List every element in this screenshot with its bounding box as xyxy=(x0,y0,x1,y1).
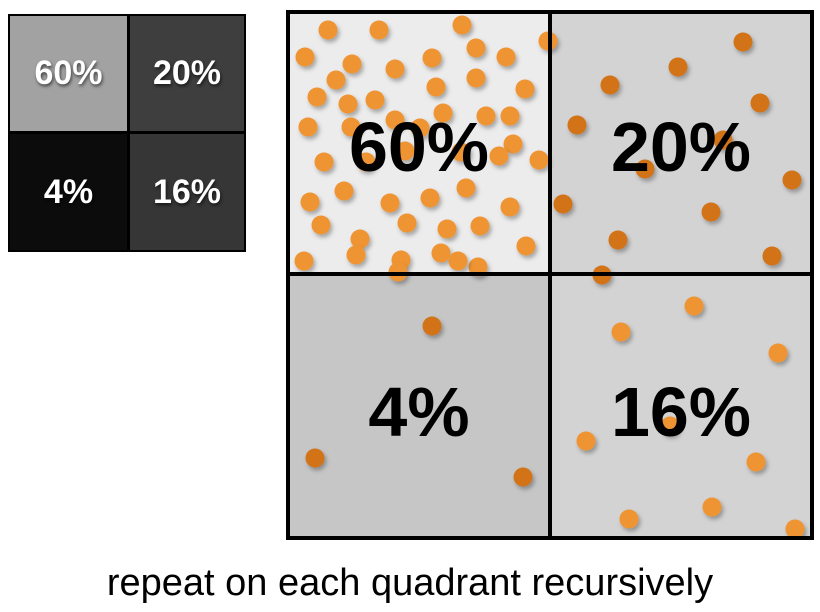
sample-dot xyxy=(733,32,753,52)
sample-dot xyxy=(660,416,680,436)
sample-dot xyxy=(713,130,733,150)
sample-dot xyxy=(356,152,376,172)
sample-dot xyxy=(307,87,327,107)
small-cell-bottom-left: 4% xyxy=(10,134,127,250)
sample-dot xyxy=(611,322,631,342)
sample-dot xyxy=(385,59,405,79)
sample-dot xyxy=(365,90,385,110)
sample-dot xyxy=(456,178,476,198)
sample-dot xyxy=(750,93,770,113)
sample-dot xyxy=(503,134,523,154)
sample-dot xyxy=(529,150,549,170)
sample-dot xyxy=(448,251,468,271)
small-cell-bottom-right: 16% xyxy=(130,134,244,250)
sample-dot xyxy=(496,47,516,67)
sample-dot xyxy=(431,243,451,263)
sample-dot xyxy=(553,194,573,214)
sample-dot xyxy=(668,57,688,77)
sample-dot xyxy=(433,103,453,123)
sample-dot xyxy=(516,236,536,256)
sample-dot xyxy=(567,115,587,135)
sample-dot xyxy=(702,497,722,517)
sample-dots xyxy=(294,15,805,539)
sample-dot xyxy=(701,202,721,222)
sample-dot xyxy=(782,170,802,190)
sample-dot xyxy=(342,54,362,74)
small-cell-label: 16% xyxy=(152,172,222,211)
sample-dot xyxy=(422,48,442,68)
sample-dot xyxy=(608,230,628,250)
sample-dot xyxy=(300,192,320,212)
sample-dot xyxy=(369,20,389,40)
small-cell-top-right: 20% xyxy=(130,16,244,131)
sample-dot xyxy=(451,142,471,162)
sample-dot xyxy=(346,245,366,265)
sample-dot xyxy=(426,77,446,97)
quadrant-sampling-diagram xyxy=(286,10,814,540)
small-cell-label: 20% xyxy=(152,54,222,92)
sample-dot xyxy=(385,110,405,130)
sample-dot xyxy=(326,70,346,90)
sample-dot xyxy=(410,118,430,138)
sample-dot xyxy=(318,20,338,40)
sample-dot xyxy=(576,431,596,451)
sample-dot xyxy=(380,193,400,213)
quadrant-top-right xyxy=(550,12,812,274)
small-cell-label: 60% xyxy=(34,54,103,92)
sample-dot xyxy=(452,15,472,35)
sample-dot xyxy=(515,79,535,99)
caption: repeat on each quadrant recursively xyxy=(106,562,714,604)
sample-dot xyxy=(466,38,486,58)
sample-dot xyxy=(420,188,440,208)
small-cell-label: 4% xyxy=(43,172,94,211)
sample-dot xyxy=(311,215,331,235)
sample-dot xyxy=(295,47,315,67)
small-quadrant-grid: 60% 20% 4% 16% xyxy=(8,14,246,252)
sample-dot xyxy=(684,296,704,316)
sample-dot xyxy=(470,216,490,236)
sample-dot xyxy=(341,117,361,137)
sample-dot xyxy=(768,343,788,363)
sample-dot xyxy=(437,219,457,239)
sample-dot xyxy=(500,197,520,217)
sample-dot xyxy=(513,467,533,487)
sample-dot xyxy=(619,509,639,529)
quadrant-bottom-left xyxy=(288,274,550,538)
sample-dot xyxy=(334,181,354,201)
sample-dot xyxy=(350,229,370,249)
sample-dot xyxy=(314,152,334,172)
sample-dot xyxy=(466,68,486,88)
sample-dot xyxy=(600,75,620,95)
sample-dot xyxy=(395,141,415,161)
quadrant-bottom-right xyxy=(550,274,812,538)
sample-dot xyxy=(500,106,520,126)
sample-dot xyxy=(489,146,509,166)
sample-dot xyxy=(746,452,766,472)
sample-dot xyxy=(298,117,318,137)
sample-dot xyxy=(294,251,314,271)
sample-dot xyxy=(468,257,488,277)
sample-dot xyxy=(762,246,782,266)
sample-dot xyxy=(476,106,496,126)
sample-dot xyxy=(397,213,417,233)
sample-dot xyxy=(785,519,805,539)
sample-dot xyxy=(305,448,325,468)
big-quadrant-grid: 60% 20% 4% 16% xyxy=(286,10,814,540)
sample-dot xyxy=(635,159,655,179)
sample-dot xyxy=(422,316,442,336)
sample-dot xyxy=(338,94,358,114)
small-cell-top-left: 60% xyxy=(10,16,127,131)
